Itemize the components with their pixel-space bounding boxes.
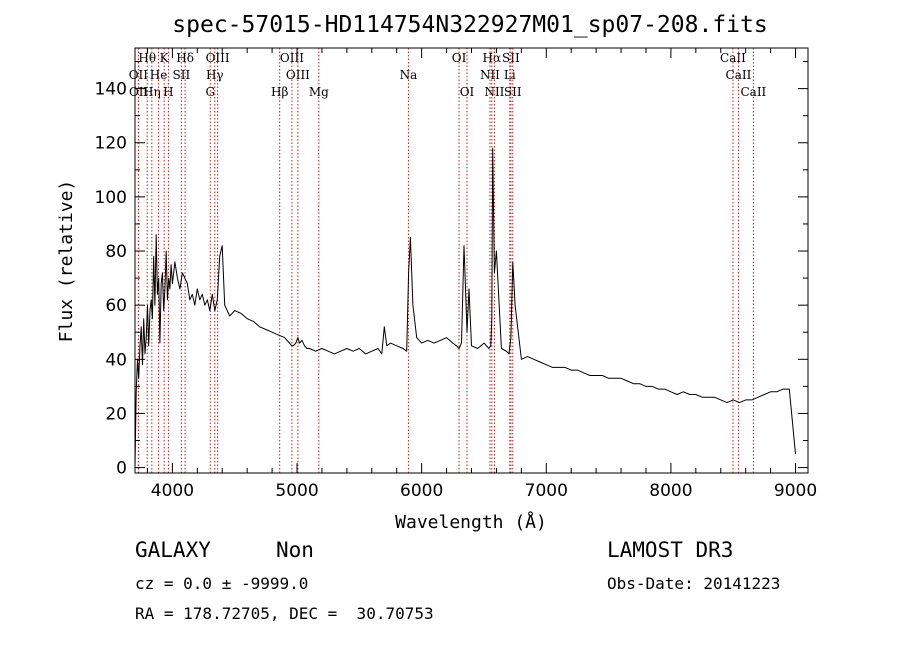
- chart-title: spec-57015-HD114754N322927M01_sp07-208.f…: [172, 12, 767, 38]
- x-tick-label: 5000: [275, 481, 318, 501]
- spectrum-line: [134, 147, 796, 468]
- emission-line-label: SII: [502, 51, 520, 65]
- object-subclass: Non: [276, 538, 314, 562]
- y-tick-label: 40: [105, 350, 127, 370]
- emission-line-label: NII: [480, 68, 500, 82]
- obs-date-text: Obs-Date: 20141223: [607, 574, 781, 593]
- y-tick-label: 140: [95, 80, 127, 100]
- x-tick-label: 9000: [774, 481, 817, 501]
- emission-line-label: Mg: [309, 85, 329, 99]
- y-tick-label: 20: [105, 404, 127, 424]
- emission-line-label: OII: [129, 68, 149, 82]
- redshift-text: cz = 0.0 ± -9999.0: [135, 574, 309, 593]
- y-tick-label: 60: [105, 296, 127, 316]
- emission-line-label: OIII: [206, 51, 230, 65]
- x-tick-label: 7000: [525, 481, 568, 501]
- emission-line-label: Li: [504, 68, 516, 82]
- spectrum-series: [134, 147, 796, 468]
- emission-line-label: CaII: [740, 85, 766, 99]
- emission-line-label: OIII: [286, 68, 310, 82]
- emission-line-label: He: [150, 68, 168, 82]
- x-tick-label: 6000: [400, 481, 443, 501]
- coordinates-text: RA = 178.72705, DEC = 30.70753: [135, 604, 434, 623]
- emission-line-label: CaII: [720, 51, 746, 65]
- object-class: GALAXY: [135, 538, 211, 562]
- x-axis-label: Wavelength (Å): [395, 511, 547, 533]
- emission-line-label: K: [160, 51, 170, 65]
- emission-line-label: Hα: [483, 51, 502, 65]
- y-axis-label: Flux (relative): [56, 180, 77, 343]
- emission-line-label: CaII: [726, 68, 752, 82]
- plot-frame: [134, 47, 809, 474]
- emission-line-label: Hβ: [271, 85, 288, 99]
- emission-line-label: OIII: [280, 51, 304, 65]
- x-tick-label: 8000: [649, 481, 692, 501]
- emission-line-label: SII: [504, 85, 522, 99]
- y-tick-label: 80: [105, 242, 127, 262]
- y-tick-label: 120: [95, 134, 127, 154]
- emission-line-label: Hη: [143, 85, 161, 99]
- survey-label: LAMOST DR3: [607, 538, 734, 562]
- emission-line-label: Hθ: [138, 51, 156, 65]
- emission-line-label: G: [205, 85, 215, 99]
- emission-line-label: H: [163, 85, 173, 99]
- emission-line-label: Hγ: [206, 68, 224, 82]
- emission-line-label: Hδ: [176, 51, 194, 65]
- y-tick-label: 100: [95, 188, 127, 208]
- emission-line-label: NII: [484, 85, 504, 99]
- emission-line-label: OI: [460, 85, 475, 99]
- x-tick-label: 4000: [151, 481, 194, 501]
- emission-line-label: Na: [400, 68, 418, 82]
- y-tick-label: 0: [116, 459, 127, 479]
- emission-line-label: SII: [173, 68, 191, 82]
- axis-ticks: 4000 5000 6000 7000 8000 9000 0 20 40 60 80 100 120 1…: [95, 48, 817, 501]
- emission-line-label: OI: [452, 51, 467, 65]
